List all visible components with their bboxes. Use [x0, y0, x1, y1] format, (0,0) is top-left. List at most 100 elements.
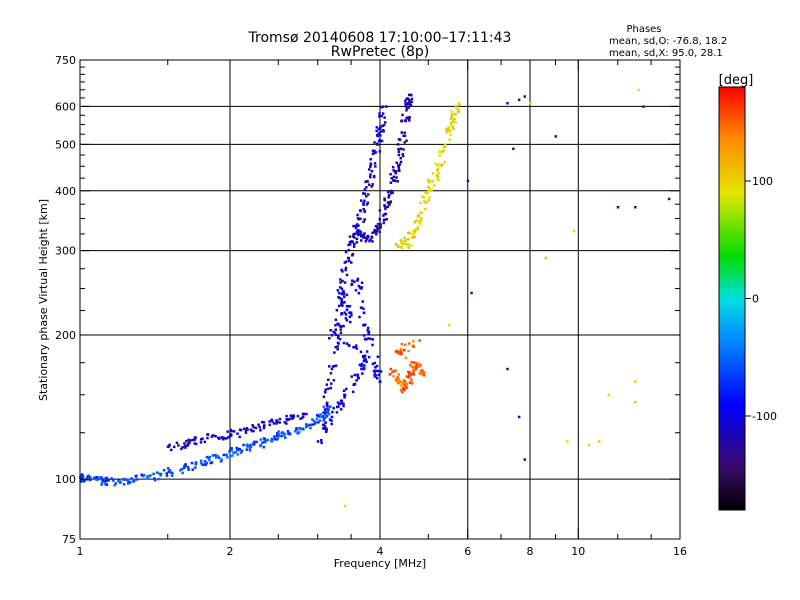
- data-point: [412, 233, 415, 236]
- data-point: [230, 448, 233, 452]
- data-point: [371, 338, 374, 341]
- data-point: [348, 315, 352, 319]
- data-point: [391, 191, 394, 195]
- data-point: [358, 286, 362, 289]
- data-point: [353, 345, 357, 349]
- data-point: [385, 217, 388, 221]
- data-point: [407, 246, 410, 249]
- data-point: [411, 236, 414, 239]
- data-point: [200, 462, 203, 465]
- data-point: [362, 192, 365, 195]
- data-point: [311, 423, 315, 426]
- data-point: [368, 239, 371, 243]
- data-point: [285, 418, 289, 422]
- data-point: [323, 425, 327, 428]
- data-point: [449, 117, 453, 120]
- data-point: [381, 112, 385, 115]
- x-tick-label: 4: [377, 545, 384, 558]
- data-point: [199, 459, 203, 463]
- data-point: [252, 442, 256, 445]
- data-point: [225, 453, 228, 457]
- data-point: [401, 154, 405, 158]
- data-point: [414, 367, 418, 371]
- data-point: [222, 453, 226, 457]
- data-point: [268, 423, 271, 427]
- data-point: [167, 445, 171, 448]
- data-point: [369, 173, 372, 176]
- data-point: [326, 387, 330, 391]
- data-point: [407, 375, 410, 379]
- data-point: [343, 301, 346, 304]
- data-point: [424, 191, 427, 195]
- data-point: [427, 199, 431, 202]
- data-point: [425, 201, 429, 204]
- data-point: [301, 415, 305, 418]
- data-point: [249, 445, 253, 448]
- data-point: [113, 483, 116, 487]
- data-point: [190, 461, 194, 465]
- data-point: [262, 426, 266, 430]
- data-point: [412, 369, 415, 372]
- data-point: [449, 123, 453, 126]
- data-point: [340, 399, 344, 403]
- data-point: [365, 350, 369, 353]
- data-point: [407, 373, 411, 377]
- y-tick-label: 600: [55, 100, 76, 113]
- data-point: [336, 345, 339, 348]
- data-point: [319, 413, 322, 416]
- data-point: [420, 372, 424, 375]
- data-point: [259, 428, 262, 432]
- data-point: [412, 340, 415, 343]
- data-point: [402, 348, 406, 352]
- data-point: [284, 436, 287, 440]
- data-point: [404, 119, 407, 123]
- data-point: [376, 133, 379, 137]
- data-point: [334, 323, 337, 327]
- data-point: [273, 437, 277, 441]
- data-point: [358, 232, 362, 236]
- data-point: [323, 427, 326, 431]
- data-point: [410, 100, 413, 104]
- data-point: [634, 400, 637, 404]
- data-point: [324, 388, 327, 391]
- data-point: [344, 316, 348, 320]
- data-point: [642, 105, 645, 108]
- data-point: [379, 125, 382, 128]
- data-point: [363, 188, 367, 191]
- data-point: [554, 135, 557, 138]
- data-point: [329, 372, 333, 375]
- data-point: [388, 373, 392, 376]
- data-point: [421, 195, 424, 198]
- data-point: [373, 162, 377, 165]
- data-point: [305, 412, 308, 416]
- data-point: [336, 347, 339, 351]
- data-point: [373, 230, 376, 234]
- data-point: [355, 379, 358, 382]
- data-point: [88, 478, 92, 482]
- data-point: [362, 220, 365, 224]
- data-point: [408, 342, 411, 345]
- data-point: [392, 169, 395, 172]
- data-point: [102, 478, 105, 482]
- data-point: [292, 415, 296, 418]
- data-point: [348, 311, 351, 314]
- data-point: [409, 93, 412, 97]
- data-point: [271, 439, 274, 443]
- data-point: [199, 441, 203, 444]
- data-point: [184, 444, 187, 448]
- data-point: [315, 417, 319, 421]
- data-point: [340, 312, 344, 315]
- data-point: [353, 373, 356, 377]
- data-point: [338, 286, 342, 289]
- data-point: [451, 120, 454, 124]
- data-point: [431, 172, 435, 175]
- data-point: [397, 165, 400, 169]
- data-point: [405, 109, 408, 112]
- data-point: [375, 229, 379, 233]
- data-point: [228, 454, 232, 458]
- data-point: [453, 117, 456, 121]
- data-point: [413, 229, 417, 233]
- data-point: [105, 483, 109, 486]
- data-point: [159, 472, 163, 476]
- data-point: [266, 438, 270, 442]
